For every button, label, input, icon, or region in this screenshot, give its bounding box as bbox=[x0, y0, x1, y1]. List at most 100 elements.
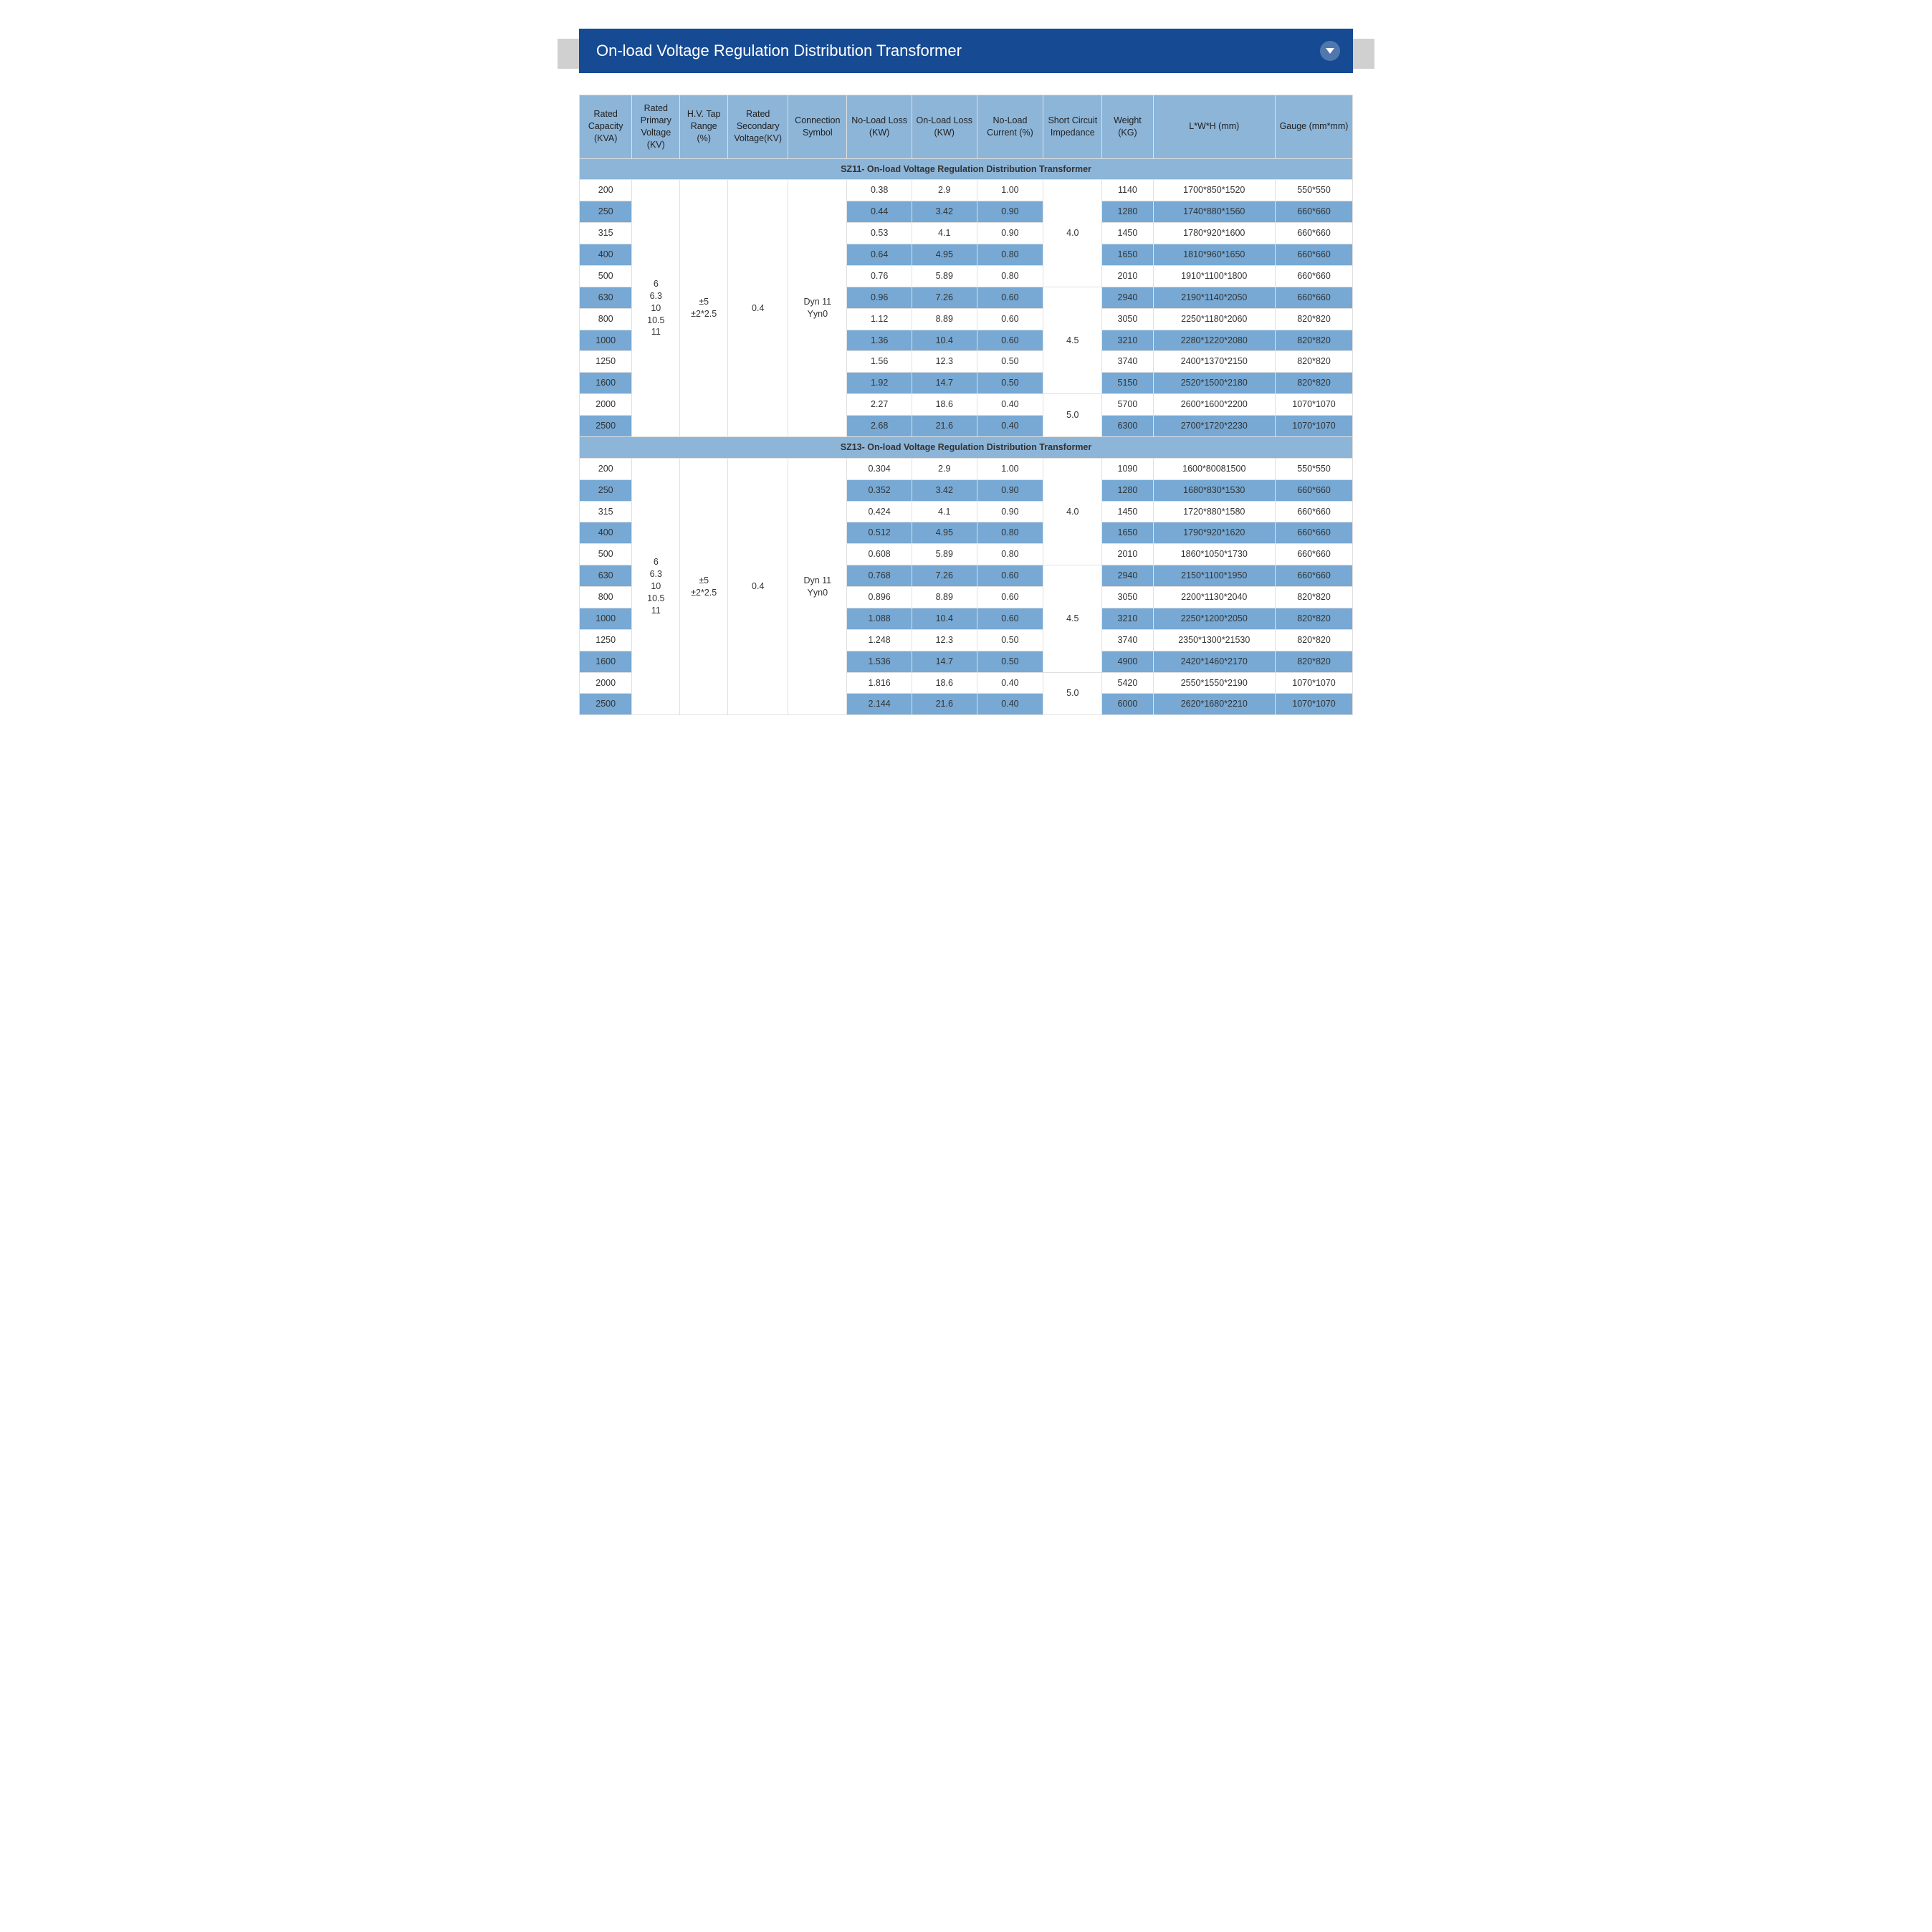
cell-on-load-loss: 3.42 bbox=[912, 201, 977, 223]
cell-no-load-loss: 1.088 bbox=[847, 608, 912, 629]
cell-no-load-current: 1.00 bbox=[977, 458, 1043, 479]
dropdown-toggle[interactable] bbox=[1320, 41, 1340, 61]
cell-gauge: 550*550 bbox=[1276, 180, 1353, 201]
cell-no-load-current: 0.40 bbox=[977, 694, 1043, 715]
cell-on-load-loss: 14.7 bbox=[912, 373, 977, 394]
cell-no-load-loss: 1.248 bbox=[847, 629, 912, 651]
cell-no-load-current: 0.40 bbox=[977, 394, 1043, 416]
cell-lwh: 2200*1130*2040 bbox=[1153, 587, 1275, 608]
cell-weight: 1650 bbox=[1102, 522, 1153, 544]
column-header: Gauge (mm*mm) bbox=[1276, 95, 1353, 159]
cell-capacity: 500 bbox=[580, 265, 632, 287]
cell-impedance: 4.0 bbox=[1043, 180, 1102, 287]
cell-lwh: 2550*1550*2190 bbox=[1153, 672, 1275, 694]
cell-on-load-loss: 10.4 bbox=[912, 330, 977, 351]
cell-lwh: 1910*1100*1800 bbox=[1153, 265, 1275, 287]
cell-capacity: 1600 bbox=[580, 373, 632, 394]
cell-impedance: 4.5 bbox=[1043, 565, 1102, 672]
page-title: On-load Voltage Regulation Distribution … bbox=[579, 29, 1353, 73]
cell-impedance: 4.0 bbox=[1043, 458, 1102, 565]
cell-primary-voltage: 66.31010.511 bbox=[632, 458, 680, 715]
cell-weight: 3050 bbox=[1102, 308, 1153, 330]
cell-lwh: 2190*1140*2050 bbox=[1153, 287, 1275, 308]
cell-gauge: 820*820 bbox=[1276, 651, 1353, 672]
cell-weight: 1280 bbox=[1102, 201, 1153, 223]
section-title: SZ11- On-load Voltage Regulation Distrib… bbox=[580, 158, 1353, 180]
cell-lwh: 2620*1680*2210 bbox=[1153, 694, 1275, 715]
cell-on-load-loss: 18.6 bbox=[912, 672, 977, 694]
cell-on-load-loss: 4.95 bbox=[912, 244, 977, 266]
cell-capacity: 315 bbox=[580, 223, 632, 244]
cell-capacity: 2000 bbox=[580, 672, 632, 694]
cell-no-load-current: 0.50 bbox=[977, 629, 1043, 651]
cell-gauge: 660*660 bbox=[1276, 479, 1353, 501]
cell-capacity: 250 bbox=[580, 479, 632, 501]
cell-no-load-current: 0.40 bbox=[977, 672, 1043, 694]
column-header: No-Load Current (%) bbox=[977, 95, 1043, 159]
cell-weight: 3210 bbox=[1102, 608, 1153, 629]
cell-no-load-loss: 0.44 bbox=[847, 201, 912, 223]
column-header: Rated Secondary Voltage(KV) bbox=[728, 95, 788, 159]
cell-gauge: 1070*1070 bbox=[1276, 694, 1353, 715]
cell-capacity: 2000 bbox=[580, 394, 632, 416]
cell-no-load-loss: 0.768 bbox=[847, 565, 912, 587]
cell-capacity: 1600 bbox=[580, 651, 632, 672]
cell-capacity: 1250 bbox=[580, 629, 632, 651]
cell-tap-range: ±5±2*2.5 bbox=[680, 180, 728, 437]
cell-no-load-loss: 2.27 bbox=[847, 394, 912, 416]
cell-gauge: 1070*1070 bbox=[1276, 416, 1353, 437]
cell-gauge: 660*660 bbox=[1276, 265, 1353, 287]
cell-no-load-loss: 0.512 bbox=[847, 522, 912, 544]
cell-weight: 2010 bbox=[1102, 265, 1153, 287]
cell-lwh: 2250*1180*2060 bbox=[1153, 308, 1275, 330]
cell-on-load-loss: 12.3 bbox=[912, 629, 977, 651]
cell-gauge: 820*820 bbox=[1276, 608, 1353, 629]
cell-no-load-loss: 0.64 bbox=[847, 244, 912, 266]
page-title-text: On-load Voltage Regulation Distribution … bbox=[596, 42, 962, 59]
cell-no-load-loss: 1.36 bbox=[847, 330, 912, 351]
cell-capacity: 630 bbox=[580, 565, 632, 587]
cell-capacity: 200 bbox=[580, 180, 632, 201]
cell-on-load-loss: 8.89 bbox=[912, 308, 977, 330]
cell-weight: 1450 bbox=[1102, 223, 1153, 244]
cell-secondary-voltage: 0.4 bbox=[728, 180, 788, 437]
cell-primary-voltage: 66.31010.511 bbox=[632, 180, 680, 437]
cell-no-load-current: 0.90 bbox=[977, 501, 1043, 522]
cell-no-load-current: 0.80 bbox=[977, 244, 1043, 266]
cell-on-load-loss: 21.6 bbox=[912, 416, 977, 437]
cell-lwh: 2400*1370*2150 bbox=[1153, 351, 1275, 373]
cell-gauge: 660*660 bbox=[1276, 244, 1353, 266]
cell-gauge: 1070*1070 bbox=[1276, 672, 1353, 694]
cell-weight: 6000 bbox=[1102, 694, 1153, 715]
cell-lwh: 1790*920*1620 bbox=[1153, 522, 1275, 544]
title-bar-right-tab bbox=[1353, 39, 1374, 69]
cell-capacity: 315 bbox=[580, 501, 632, 522]
cell-no-load-current: 0.60 bbox=[977, 587, 1043, 608]
cell-gauge: 820*820 bbox=[1276, 587, 1353, 608]
cell-on-load-loss: 7.26 bbox=[912, 565, 977, 587]
cell-weight: 1140 bbox=[1102, 180, 1153, 201]
cell-capacity: 2500 bbox=[580, 694, 632, 715]
cell-weight: 3050 bbox=[1102, 587, 1153, 608]
cell-gauge: 660*660 bbox=[1276, 544, 1353, 565]
cell-gauge: 820*820 bbox=[1276, 330, 1353, 351]
cell-weight: 5420 bbox=[1102, 672, 1153, 694]
cell-no-load-current: 0.60 bbox=[977, 287, 1043, 308]
cell-weight: 3740 bbox=[1102, 351, 1153, 373]
cell-tap-range: ±5±2*2.5 bbox=[680, 458, 728, 715]
cell-gauge: 660*660 bbox=[1276, 501, 1353, 522]
cell-connection-symbol: Dyn 11Yyn0 bbox=[788, 458, 847, 715]
cell-lwh: 2520*1500*2180 bbox=[1153, 373, 1275, 394]
column-header: Rated Primary Voltage (KV) bbox=[632, 95, 680, 159]
cell-no-load-loss: 0.304 bbox=[847, 458, 912, 479]
cell-lwh: 2250*1200*2050 bbox=[1153, 608, 1275, 629]
cell-weight: 3740 bbox=[1102, 629, 1153, 651]
cell-capacity: 630 bbox=[580, 287, 632, 308]
cell-weight: 2010 bbox=[1102, 544, 1153, 565]
cell-impedance: 4.5 bbox=[1043, 287, 1102, 393]
cell-weight: 6300 bbox=[1102, 416, 1153, 437]
cell-no-load-loss: 1.12 bbox=[847, 308, 912, 330]
cell-no-load-current: 0.60 bbox=[977, 565, 1043, 587]
cell-on-load-loss: 18.6 bbox=[912, 394, 977, 416]
cell-on-load-loss: 5.89 bbox=[912, 544, 977, 565]
